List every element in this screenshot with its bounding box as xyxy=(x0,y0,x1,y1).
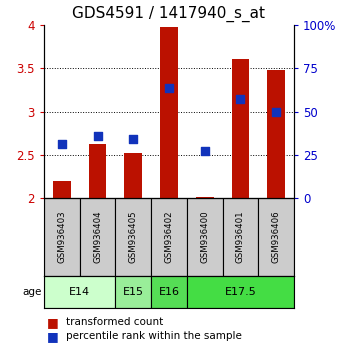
Point xyxy=(59,142,65,147)
Bar xyxy=(115,276,151,308)
Text: GSM936404: GSM936404 xyxy=(93,211,102,263)
Bar xyxy=(151,276,187,308)
Text: ■: ■ xyxy=(47,330,59,343)
Bar xyxy=(258,198,294,276)
Text: E15: E15 xyxy=(123,287,144,297)
Bar xyxy=(80,198,115,276)
Bar xyxy=(89,144,106,198)
Point xyxy=(166,85,172,91)
Title: GDS4591 / 1417940_s_at: GDS4591 / 1417940_s_at xyxy=(72,6,266,22)
Text: GSM936401: GSM936401 xyxy=(236,211,245,263)
Text: E14: E14 xyxy=(69,287,90,297)
Bar xyxy=(53,181,71,198)
Text: E16: E16 xyxy=(159,287,179,297)
Bar xyxy=(151,198,187,276)
Text: E17.5: E17.5 xyxy=(224,287,256,297)
Bar xyxy=(115,198,151,276)
Text: ■: ■ xyxy=(47,316,59,329)
Bar xyxy=(223,198,258,276)
Text: transformed count: transformed count xyxy=(66,317,163,327)
Point xyxy=(273,109,279,114)
Point xyxy=(130,136,136,142)
Text: percentile rank within the sample: percentile rank within the sample xyxy=(66,331,242,341)
Bar xyxy=(196,196,214,198)
Point xyxy=(202,148,208,153)
Text: GSM936400: GSM936400 xyxy=(200,211,209,263)
Text: GSM936405: GSM936405 xyxy=(129,211,138,263)
Text: age: age xyxy=(23,287,42,297)
Text: GSM936403: GSM936403 xyxy=(57,211,66,263)
Text: GSM936406: GSM936406 xyxy=(272,211,281,263)
Point xyxy=(238,96,243,101)
Text: GSM936402: GSM936402 xyxy=(165,211,173,263)
Point xyxy=(95,133,100,139)
Bar xyxy=(232,59,249,198)
Bar xyxy=(267,70,285,198)
Bar xyxy=(124,153,142,198)
Bar xyxy=(44,276,115,308)
Bar xyxy=(160,27,178,198)
Bar xyxy=(44,198,80,276)
Bar xyxy=(187,198,223,276)
Bar xyxy=(187,276,294,308)
